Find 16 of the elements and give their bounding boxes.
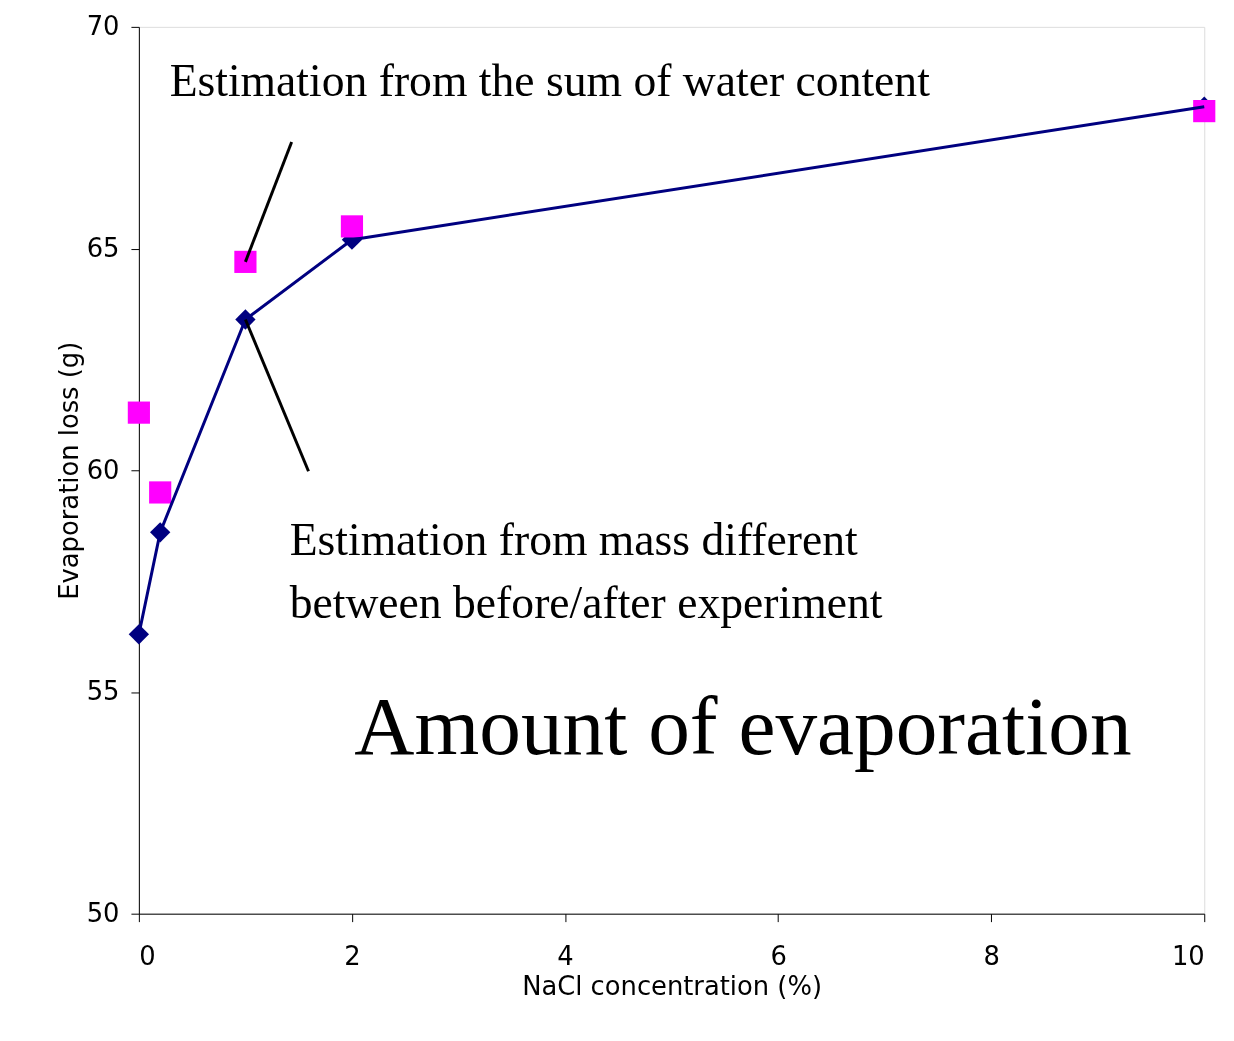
x-tick-label: 10 <box>1171 940 1205 971</box>
y-axis-title: Evaporation loss (g) <box>53 341 84 600</box>
y-tick-label: 55 <box>86 676 120 707</box>
y-tick-label: 65 <box>86 233 120 263</box>
x-tick-label: 6 <box>770 940 787 971</box>
x-tick-label: 4 <box>557 940 574 971</box>
annotation: Estimation from mass different between before/after experiment <box>289 513 883 629</box>
x-tick-label: 8 <box>983 940 1000 971</box>
y-tick-label: 50 <box>86 898 120 929</box>
y-tick-label: 70 <box>86 11 120 42</box>
annotation: Estimation from the sum of water content <box>169 55 931 107</box>
x-axis-title: NaCl concentration (%) <box>522 970 822 1001</box>
x-tick-label: 0 <box>139 940 156 971</box>
y-tick-label: 60 <box>86 454 120 485</box>
annotation: Amount of evaporation <box>354 679 1132 772</box>
x-tick-label: 2 <box>344 940 361 971</box>
